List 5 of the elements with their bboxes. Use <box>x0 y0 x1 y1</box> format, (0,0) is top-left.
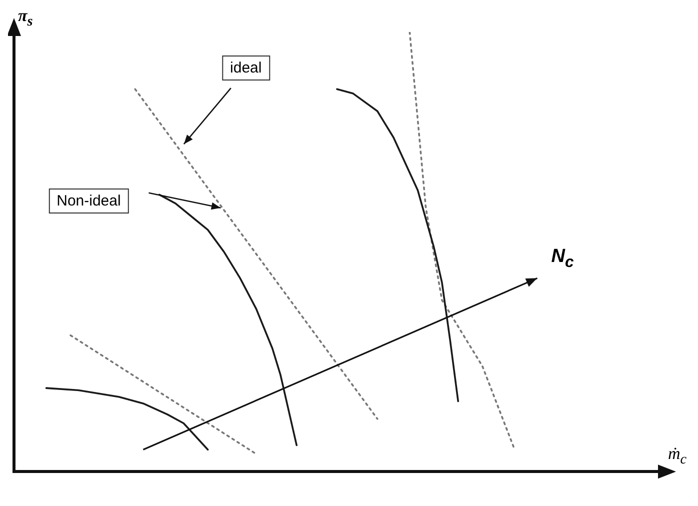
annotation: Non-ideal <box>48 188 129 214</box>
x-axis-title: ṁ$_{c}$ <box>668 444 687 468</box>
y-axis-title: π$_{s}$ <box>18 6 33 30</box>
annotation: ideal <box>222 56 270 81</box>
annotation: N$_{c}$ <box>551 246 574 272</box>
